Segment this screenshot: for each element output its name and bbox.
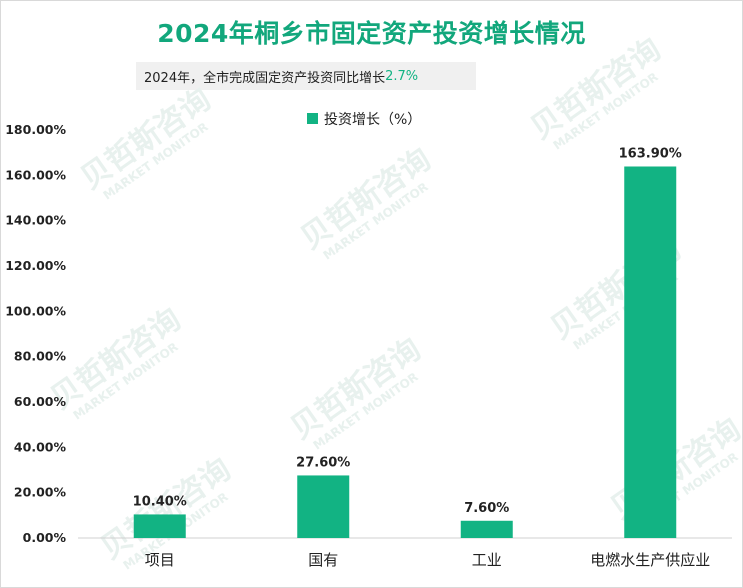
y-tick-label: 180.00% xyxy=(5,122,66,137)
data-labels: 10.40% 27.60% 7.60% 163.90% xyxy=(133,146,682,515)
y-tick-label: 140.00% xyxy=(5,213,66,228)
bar-国有 xyxy=(297,475,350,538)
y-tick-label: 40.00% xyxy=(14,439,67,454)
x-tick-label: 项目 xyxy=(145,551,175,569)
y-tick-label: 60.00% xyxy=(14,394,67,409)
x-axis: 项目 国有 工业 电燃水生产供应业 xyxy=(78,537,732,569)
legend-swatch xyxy=(307,113,318,124)
data-label: 7.60% xyxy=(464,501,509,516)
y-tick-label: 160.00% xyxy=(5,167,66,182)
y-axis: 0.00% 20.00% 40.00% 60.00% 80.00% 100.00% 120.… xyxy=(5,122,66,545)
summary-text: 2024年，全市完成固定资产投资同比增长 xyxy=(144,70,386,86)
summary-note: 2024年，全市完成固定资产投资同比增长 2.7% xyxy=(136,62,476,90)
bar-项目 xyxy=(133,514,186,538)
legend: 投资增长（%） xyxy=(307,112,421,128)
legend-label: 投资增长（%） xyxy=(324,112,421,128)
y-tick-label: 20.00% xyxy=(14,485,67,500)
y-tick-label: 80.00% xyxy=(14,349,67,364)
y-tick-label: 120.00% xyxy=(5,258,66,273)
data-label: 163.90% xyxy=(619,146,682,161)
x-tick-label: 工业 xyxy=(472,551,502,569)
x-tick-label: 国有 xyxy=(308,551,338,569)
y-tick-label: 0.00% xyxy=(23,530,67,545)
bars xyxy=(133,166,677,538)
y-tick-label: 100.00% xyxy=(5,303,66,318)
chart-title: 2024年桐乡市固定资产投资增长情况 xyxy=(157,19,586,48)
summary-value: 2.7% xyxy=(385,68,419,84)
bar-电燃水生产供应业 xyxy=(624,166,677,538)
bar-工业 xyxy=(460,520,513,538)
data-label: 10.40% xyxy=(133,494,187,509)
data-label: 27.60% xyxy=(296,455,350,470)
x-tick-label: 电燃水生产供应业 xyxy=(590,551,710,569)
